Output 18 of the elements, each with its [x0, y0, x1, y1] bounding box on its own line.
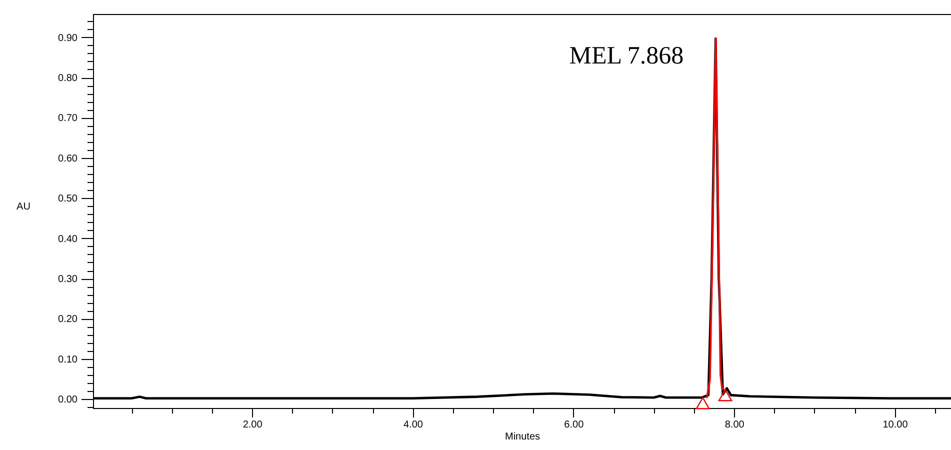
y-tick-label: 0.80 [58, 73, 78, 84]
x-axis-title: Minutes [504, 432, 540, 442]
y-tick-label: 0.20 [58, 314, 78, 326]
x-tick-label: 4.00 [404, 420, 424, 430]
y-tick-label: 0.70 [58, 113, 78, 124]
x-tick-label: 2.00 [242, 420, 263, 430]
annotation: MEL 7.868 [569, 42, 684, 70]
x-tick-label: 10.00 [882, 420, 908, 430]
y-tick-label: 0.50 [58, 194, 78, 205]
y-tick-label: 0.40 [58, 234, 78, 245]
y-tick-label: 0.00 [58, 394, 78, 406]
y-tick-label: 0.90 [58, 32, 78, 44]
y-axis-title: AU [16, 202, 30, 212]
y-tick-label: 0.10 [58, 354, 78, 366]
y-tick-label: 0.30 [58, 274, 78, 286]
y-tick-label: 0.60 [58, 153, 78, 164]
x-tick-label: 8.00 [724, 420, 745, 430]
x-tick-label: 6.00 [564, 420, 584, 430]
